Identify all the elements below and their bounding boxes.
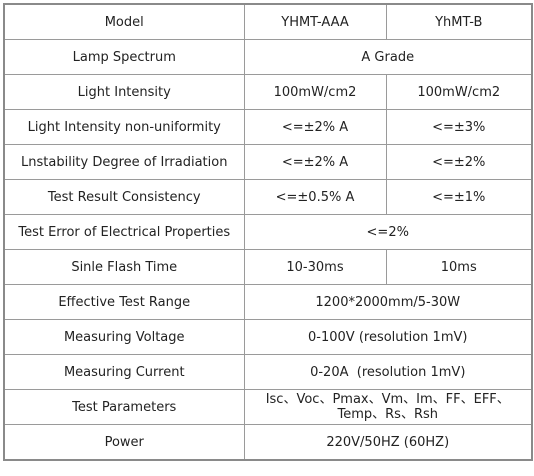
row-label: Measuring Voltage — [3, 319, 245, 355]
table-row: Measuring Voltage 0-100V (resolution 1mV) — [3, 319, 533, 355]
cell-value: <=±2% A — [243, 144, 387, 180]
row-label: Test Parameters — [3, 389, 245, 425]
cell-value: YHMT-AAA — [243, 3, 387, 40]
table-row: Lnstability Degree of Irradiation <=±2% A… — [3, 144, 533, 180]
page: Model YHMT-AAA YhMT-B Lamp Spectrum A Grade L… — [3, 3, 533, 461]
cell-value: 1200*2000mm/5-30W — [243, 284, 533, 320]
table-row: Lamp Spectrum A Grade — [3, 39, 533, 75]
table-row: Model YHMT-AAA YhMT-B — [3, 3, 533, 40]
cell-value: A Grade — [243, 39, 533, 75]
cell-value: 10ms — [385, 249, 533, 285]
row-label: Lnstability Degree of Irradiation — [3, 144, 245, 180]
cell-value: Isc、Voc、Pmax、Vm、Im、FF、EFF、 Temp、Rs、Rsh — [243, 389, 533, 425]
cell-value: 220V/50HZ (60HZ) — [243, 424, 533, 461]
cell-value: <=2% — [243, 214, 533, 250]
cell-value: <=±1% — [385, 179, 533, 215]
row-label: Power — [3, 424, 245, 461]
cell-value: 10-30ms — [243, 249, 387, 285]
table-row: Test Result Consistency <=±0.5% A <=±1% — [3, 179, 533, 215]
row-label: Lamp Spectrum — [3, 39, 245, 75]
row-label: Measuring Current — [3, 354, 245, 390]
cell-value: YhMT-B — [385, 3, 533, 40]
row-label: Sinle Flash Time — [3, 249, 245, 285]
spec-table: Model YHMT-AAA YhMT-B Lamp Spectrum A Grade L… — [3, 3, 533, 461]
row-label: Test Error of Electrical Properties — [3, 214, 245, 250]
cell-value: <=±2% — [385, 144, 533, 180]
row-label: Test Result Consistency — [3, 179, 245, 215]
cell-line: Isc、Voc、Pmax、Vm、Im、FF、EFF、 — [265, 392, 510, 407]
cell-value: <=±0.5% A — [243, 179, 387, 215]
table-row: Sinle Flash Time 10-30ms 10ms — [3, 249, 533, 285]
cell-value: <=±2% A — [243, 109, 387, 145]
table-row: Test Error of Electrical Properties <=2% — [3, 214, 533, 250]
table-row: Effective Test Range 1200*2000mm/5-30W — [3, 284, 533, 320]
cell-value: 100mW/cm2 — [243, 74, 387, 110]
cell-value: 100mW/cm2 — [385, 74, 533, 110]
table-row: Test Parameters Isc、Voc、Pmax、Vm、Im、FF、EFF… — [3, 389, 533, 425]
cell-value: 0-100V (resolution 1mV) — [243, 319, 533, 355]
row-label: Model — [3, 3, 245, 40]
table-row: Power 220V/50HZ (60HZ) — [3, 424, 533, 461]
table-row: Light Intensity 100mW/cm2 100mW/cm2 — [3, 74, 533, 110]
row-label: Light Intensity non-uniformity — [3, 109, 245, 145]
row-label: Effective Test Range — [3, 284, 245, 320]
table-row: Measuring Current 0-20A (resolution 1mV) — [3, 354, 533, 390]
table-row: Light Intensity non-uniformity <=±2% A <=±… — [3, 109, 533, 145]
cell-line: Temp、Rs、Rsh — [337, 407, 439, 422]
cell-value: 0-20A (resolution 1mV) — [243, 354, 533, 390]
row-label: Light Intensity — [3, 74, 245, 110]
cell-value: <=±3% — [385, 109, 533, 145]
